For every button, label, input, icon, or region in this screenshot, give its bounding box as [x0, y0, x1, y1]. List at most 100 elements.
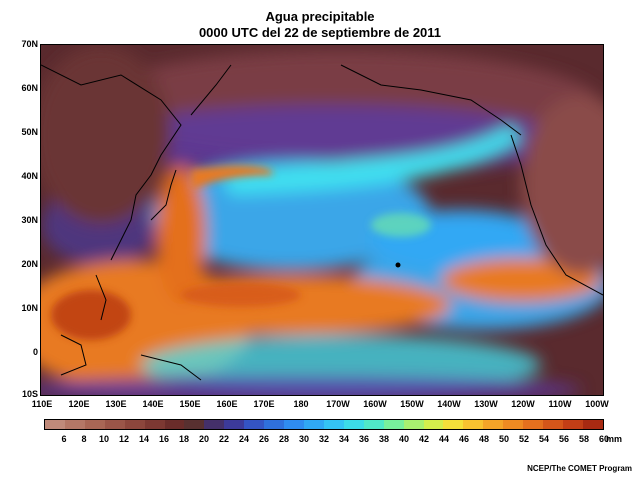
lon-label-100w: 100W: [585, 399, 609, 409]
orange-swirl-arm: [191, 165, 273, 190]
asia-coast: [41, 64, 182, 261]
colorbar-swatch: [343, 420, 364, 429]
colorbar-label: 18: [178, 434, 189, 444]
colorbar-swatch: [423, 420, 444, 429]
colorbar-swatch: [443, 420, 464, 429]
colorbar-swatch: [582, 420, 603, 429]
colorbar-swatch: [184, 420, 205, 429]
lon-label-170w: 170W: [326, 399, 350, 409]
kamchatka: [190, 64, 232, 116]
colorbar-label: 36: [358, 434, 369, 444]
colorbar-label: 20: [198, 434, 209, 444]
blue-swirl: [151, 160, 431, 270]
colorbar-swatch: [543, 420, 563, 429]
lon-label-180: 180: [293, 399, 309, 409]
colorbar-label: 6: [61, 434, 67, 444]
lat-label-40n: 40N: [21, 171, 38, 181]
lon-label-120w: 120W: [511, 399, 535, 409]
wet-core-philippines: [51, 290, 131, 340]
lat-label-30n: 30N: [21, 215, 38, 225]
lon-label-150w: 150W: [400, 399, 424, 409]
lat-label-70n: 70N: [21, 39, 38, 49]
lon-label-130e: 130E: [105, 399, 127, 409]
na-west-coast: [510, 134, 603, 296]
colorbar-swatch: [84, 420, 105, 429]
colorbar-label: 16: [158, 434, 169, 444]
colorbar-swatch: [64, 420, 85, 429]
colorbar-label: 44: [438, 434, 449, 444]
colorbar-label: 22: [218, 434, 229, 444]
colorbar-label: 14: [138, 434, 149, 444]
colorbar-swatch: [204, 420, 225, 429]
credit-text: NCEP/The COMET Program: [527, 464, 632, 473]
colorbar-label: 54: [538, 434, 549, 444]
colorbar-swatch: [483, 420, 504, 429]
new-guinea: [140, 354, 202, 381]
colorbar-label: 42: [418, 434, 429, 444]
colorbar-swatch: [104, 420, 125, 429]
green-east: [371, 213, 431, 237]
colorbar-label: 58: [578, 434, 589, 444]
colorbar-swatch: [284, 420, 304, 429]
colorbar-swatch: [224, 420, 245, 429]
colorbar-swatch: [323, 420, 344, 429]
colorbar-label: 56: [558, 434, 569, 444]
colorbar-swatch: [244, 420, 265, 429]
colorbar-label: 38: [378, 434, 389, 444]
colorbar-label: 28: [278, 434, 289, 444]
lat-label-10s: 10S: [21, 389, 38, 399]
colorbar-label: 8: [81, 434, 87, 444]
lat-label-equator: 0: [32, 347, 38, 357]
colorbar-swatch: [303, 420, 324, 429]
colorbar-swatch: [45, 420, 65, 429]
colorbar-swatch: [264, 420, 285, 429]
lat-label-20n: 20N: [21, 259, 38, 269]
precipitable-water-map: [40, 44, 604, 396]
hawaii-marker: [395, 262, 401, 268]
lon-label-170e: 170E: [253, 399, 275, 409]
wet-core-central: [181, 283, 301, 307]
lon-label-160e: 160E: [216, 399, 238, 409]
japan: [150, 169, 177, 221]
colorbar-label: 12: [118, 434, 129, 444]
lon-label-130w: 130W: [474, 399, 498, 409]
colorbar-label: 34: [338, 434, 349, 444]
colorbar: [44, 419, 604, 430]
lon-label-110e: 110E: [31, 399, 53, 409]
philippines: [95, 274, 107, 321]
lon-label-140w: 140W: [437, 399, 461, 409]
lon-label-110w: 110W: [548, 399, 572, 409]
colorbar-swatch: [164, 420, 185, 429]
map-title: Agua precipitable: [265, 9, 375, 24]
subtropic-plume: [156, 165, 206, 305]
map-subtitle: 0000 UTC del 22 de septiembre de 2011: [198, 25, 442, 40]
colorbar-swatch: [503, 420, 524, 429]
colorbar-label: 26: [258, 434, 269, 444]
lat-label-50n: 50N: [21, 127, 38, 137]
colorbar-label: 32: [318, 434, 329, 444]
lon-label-160w: 160W: [363, 399, 387, 409]
lon-label-140e: 140E: [142, 399, 164, 409]
colorbar-label: 30: [298, 434, 309, 444]
dry-north-america: [521, 95, 603, 275]
borneo: [60, 334, 87, 376]
colorbar-swatch: [523, 420, 544, 429]
lon-label-120e: 120E: [68, 399, 90, 409]
colorbar-label: 10: [98, 434, 109, 444]
colorbar-swatch: [363, 420, 384, 429]
purple-south: [41, 375, 581, 395]
alaska: [340, 64, 522, 136]
colorbar-label: 52: [518, 434, 529, 444]
colorbar-swatch: [124, 420, 145, 429]
colorbar-unit: mm: [606, 434, 623, 444]
colorbar-swatch: [383, 420, 404, 429]
dry-asia: [41, 45, 171, 225]
lat-label-10n: 10N: [21, 303, 38, 313]
colorbar-label: 48: [478, 434, 489, 444]
colorbar-label: 40: [398, 434, 409, 444]
colorbar-label: 60: [598, 434, 609, 444]
colorbar-swatch: [463, 420, 484, 429]
coastlines: [41, 64, 603, 381]
colorbar-swatch: [144, 420, 165, 429]
colorbar-label: 50: [498, 434, 509, 444]
